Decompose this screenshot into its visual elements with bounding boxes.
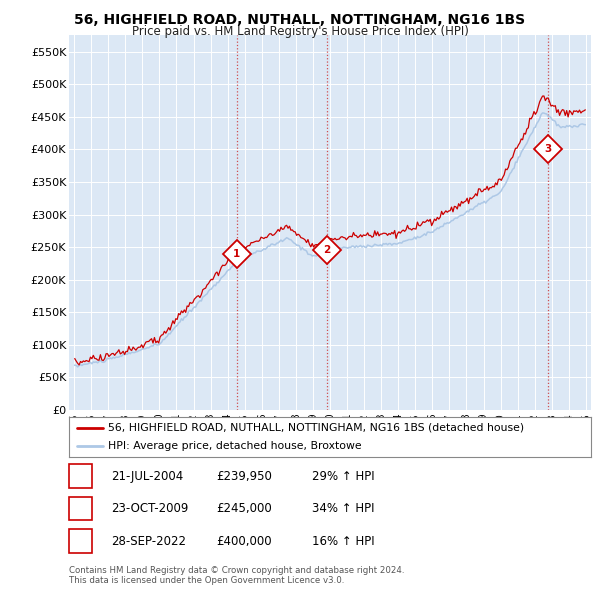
Text: £245,000: £245,000 <box>216 502 272 515</box>
Text: 29% ↑ HPI: 29% ↑ HPI <box>312 470 374 483</box>
Text: 56, HIGHFIELD ROAD, NUTHALL, NOTTINGHAM, NG16 1BS: 56, HIGHFIELD ROAD, NUTHALL, NOTTINGHAM,… <box>74 13 526 27</box>
Text: 1: 1 <box>77 470 84 483</box>
Text: £400,000: £400,000 <box>216 535 272 548</box>
Text: 3: 3 <box>544 145 551 155</box>
Text: 34% ↑ HPI: 34% ↑ HPI <box>312 502 374 515</box>
Text: 28-SEP-2022: 28-SEP-2022 <box>111 535 186 548</box>
Text: 1: 1 <box>233 249 241 258</box>
Text: £239,950: £239,950 <box>216 470 272 483</box>
Text: 3: 3 <box>77 535 84 548</box>
Text: 2: 2 <box>77 502 84 515</box>
Text: 16% ↑ HPI: 16% ↑ HPI <box>312 535 374 548</box>
Text: 56, HIGHFIELD ROAD, NUTHALL, NOTTINGHAM, NG16 1BS (detached house): 56, HIGHFIELD ROAD, NUTHALL, NOTTINGHAM,… <box>108 423 524 433</box>
Text: 2: 2 <box>323 245 331 255</box>
Text: 21-JUL-2004: 21-JUL-2004 <box>111 470 183 483</box>
Text: Contains HM Land Registry data © Crown copyright and database right 2024.
This d: Contains HM Land Registry data © Crown c… <box>69 566 404 585</box>
Text: HPI: Average price, detached house, Broxtowe: HPI: Average price, detached house, Brox… <box>108 441 362 451</box>
Text: 23-OCT-2009: 23-OCT-2009 <box>111 502 188 515</box>
Text: Price paid vs. HM Land Registry's House Price Index (HPI): Price paid vs. HM Land Registry's House … <box>131 25 469 38</box>
